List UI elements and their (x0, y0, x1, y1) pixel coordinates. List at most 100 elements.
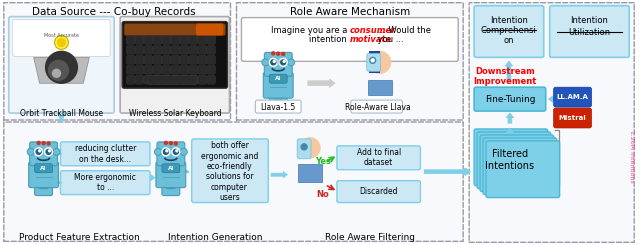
Text: reducing clutter
on the desk...: reducing clutter on the desk... (74, 144, 136, 163)
Circle shape (269, 58, 277, 66)
Text: Wireless Solar Keyboard: Wireless Solar Keyboard (129, 109, 221, 118)
FancyBboxPatch shape (180, 36, 189, 44)
FancyBboxPatch shape (156, 162, 186, 188)
FancyBboxPatch shape (135, 65, 144, 74)
FancyBboxPatch shape (166, 182, 176, 189)
Circle shape (170, 142, 172, 145)
Polygon shape (299, 139, 310, 158)
FancyBboxPatch shape (144, 75, 153, 84)
FancyBboxPatch shape (337, 146, 420, 170)
FancyBboxPatch shape (198, 65, 207, 74)
FancyBboxPatch shape (171, 55, 180, 64)
Text: Discarded: Discarded (360, 187, 398, 196)
FancyBboxPatch shape (554, 87, 591, 107)
FancyBboxPatch shape (153, 65, 162, 74)
Circle shape (27, 148, 34, 155)
Text: Role-Aware Llava: Role-Aware Llava (345, 103, 410, 111)
FancyBboxPatch shape (180, 75, 189, 84)
FancyBboxPatch shape (144, 55, 153, 64)
Text: AI: AI (275, 76, 282, 81)
FancyBboxPatch shape (153, 45, 162, 54)
FancyBboxPatch shape (196, 24, 223, 36)
Text: Intention: Intention (490, 16, 528, 25)
Circle shape (36, 149, 41, 154)
FancyBboxPatch shape (9, 17, 114, 113)
Circle shape (164, 141, 168, 144)
Text: Add to final
dataset: Add to final dataset (356, 148, 401, 168)
FancyBboxPatch shape (135, 36, 144, 44)
FancyBboxPatch shape (264, 52, 292, 76)
FancyBboxPatch shape (469, 3, 634, 242)
Text: Llava-1.5: Llava-1.5 (260, 103, 296, 111)
FancyBboxPatch shape (60, 171, 150, 195)
FancyBboxPatch shape (148, 75, 198, 84)
FancyBboxPatch shape (255, 100, 301, 113)
Circle shape (35, 148, 43, 156)
FancyBboxPatch shape (207, 55, 216, 64)
FancyBboxPatch shape (367, 53, 381, 71)
FancyBboxPatch shape (483, 138, 557, 195)
Text: Comprehensi: Comprehensi (481, 26, 537, 35)
Circle shape (58, 38, 65, 47)
FancyBboxPatch shape (207, 36, 216, 44)
FancyBboxPatch shape (120, 17, 230, 113)
FancyBboxPatch shape (35, 164, 52, 173)
FancyBboxPatch shape (189, 55, 198, 64)
FancyBboxPatch shape (236, 3, 463, 120)
FancyBboxPatch shape (351, 100, 403, 113)
FancyBboxPatch shape (198, 55, 207, 64)
Circle shape (284, 60, 285, 62)
FancyBboxPatch shape (29, 162, 58, 188)
FancyBboxPatch shape (198, 75, 207, 84)
Circle shape (180, 148, 188, 155)
Circle shape (281, 60, 285, 65)
FancyBboxPatch shape (35, 186, 52, 196)
FancyBboxPatch shape (144, 65, 153, 74)
Circle shape (174, 142, 177, 145)
Text: you ...: you ... (374, 35, 403, 44)
Circle shape (162, 148, 170, 156)
FancyBboxPatch shape (126, 55, 135, 64)
FancyBboxPatch shape (126, 65, 135, 74)
Text: Most Accurate: Most Accurate (44, 33, 79, 38)
Circle shape (370, 57, 376, 63)
Polygon shape (369, 51, 380, 73)
Circle shape (172, 148, 180, 156)
Text: Downstream
Improvement: Downstream Improvement (473, 67, 536, 86)
FancyBboxPatch shape (162, 65, 171, 74)
Circle shape (49, 60, 68, 80)
Text: Product Feature Extraction: Product Feature Extraction (19, 233, 140, 242)
Text: Intention: Intention (570, 16, 609, 25)
FancyBboxPatch shape (189, 75, 198, 84)
Text: on: on (504, 36, 514, 45)
Circle shape (271, 60, 276, 65)
Circle shape (38, 150, 40, 152)
FancyBboxPatch shape (486, 141, 559, 197)
Text: AI: AI (168, 166, 174, 171)
Circle shape (273, 60, 275, 62)
Text: Mistral: Mistral (559, 115, 586, 121)
Circle shape (282, 52, 285, 55)
Circle shape (45, 148, 52, 156)
FancyBboxPatch shape (162, 75, 171, 84)
FancyBboxPatch shape (180, 45, 189, 54)
FancyBboxPatch shape (192, 139, 268, 203)
Circle shape (49, 150, 51, 152)
Text: ... Would the: ... Would the (378, 26, 431, 35)
Text: Role Aware Filtering: Role Aware Filtering (324, 233, 415, 242)
Circle shape (47, 142, 50, 145)
FancyBboxPatch shape (550, 6, 629, 57)
FancyBboxPatch shape (474, 6, 544, 57)
FancyBboxPatch shape (269, 96, 287, 106)
Circle shape (176, 150, 178, 152)
FancyBboxPatch shape (241, 18, 458, 61)
FancyBboxPatch shape (180, 55, 189, 64)
Circle shape (53, 148, 60, 155)
Polygon shape (368, 80, 392, 95)
Circle shape (276, 52, 280, 55)
FancyBboxPatch shape (153, 75, 162, 84)
Circle shape (45, 51, 77, 83)
Text: consumer: consumer (350, 26, 396, 35)
Circle shape (272, 52, 275, 55)
FancyBboxPatch shape (126, 45, 135, 54)
